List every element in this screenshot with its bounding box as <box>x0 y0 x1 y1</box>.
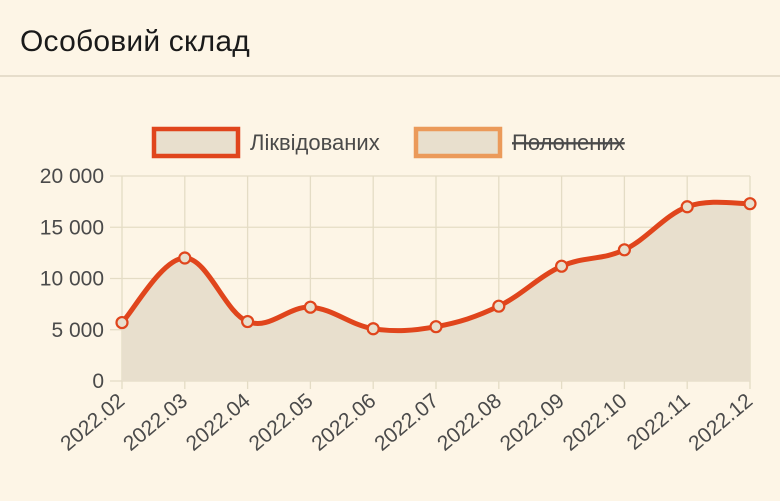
data-point <box>115 315 129 330</box>
data-point <box>743 197 757 211</box>
x-axis: 2022.022022.032022.042022.052022.062022.… <box>56 389 757 456</box>
legend-swatch <box>151 126 241 159</box>
x-tick-label: 2022.02 <box>56 389 129 455</box>
data-point <box>366 322 380 336</box>
chart-points <box>115 197 757 336</box>
x-tick-label: 2022.07 <box>370 389 443 455</box>
x-tick-label: 2022.03 <box>119 389 192 455</box>
y-tick-label: 10 000 <box>40 268 104 291</box>
chart-legend: Ліквідованих Полонених <box>151 126 625 159</box>
legend-item[interactable]: Ліквідованих <box>151 126 380 159</box>
x-tick-label: 2022.06 <box>307 389 380 455</box>
y-axis: 0 5 000 10 000 15 000 20 000 <box>40 165 104 393</box>
legend-item[interactable]: Полонених <box>413 126 625 159</box>
series-area <box>122 202 750 381</box>
x-tick-label: 2022.04 <box>182 389 255 456</box>
data-point <box>303 300 317 314</box>
data-point <box>617 243 632 257</box>
data-point <box>554 259 569 273</box>
y-tick-label: 5 000 <box>51 319 104 342</box>
data-point <box>241 314 255 329</box>
header: Особовий склад <box>0 0 780 77</box>
y-tick-label: 20 000 <box>40 165 104 188</box>
x-tick-label: 2022.09 <box>496 389 569 455</box>
data-point <box>680 200 694 214</box>
data-point <box>178 251 192 265</box>
data-point <box>429 320 443 334</box>
chart-area <box>122 202 750 381</box>
y-tick-label: 0 <box>92 370 104 393</box>
x-tick-label: 2022.12 <box>684 389 757 455</box>
data-point <box>492 299 506 313</box>
x-tick-label: 2022.05 <box>245 389 318 455</box>
y-tick-label: 15 000 <box>40 216 104 239</box>
page-title: Особовий склад <box>20 25 250 58</box>
legend-swatch <box>413 126 503 159</box>
legend-label: Ліквідованих <box>250 130 380 155</box>
x-tick-label: 2022.10 <box>559 389 632 455</box>
x-tick-label: 2022.08 <box>433 389 506 455</box>
x-tick-label: 2022.11 <box>623 389 695 454</box>
